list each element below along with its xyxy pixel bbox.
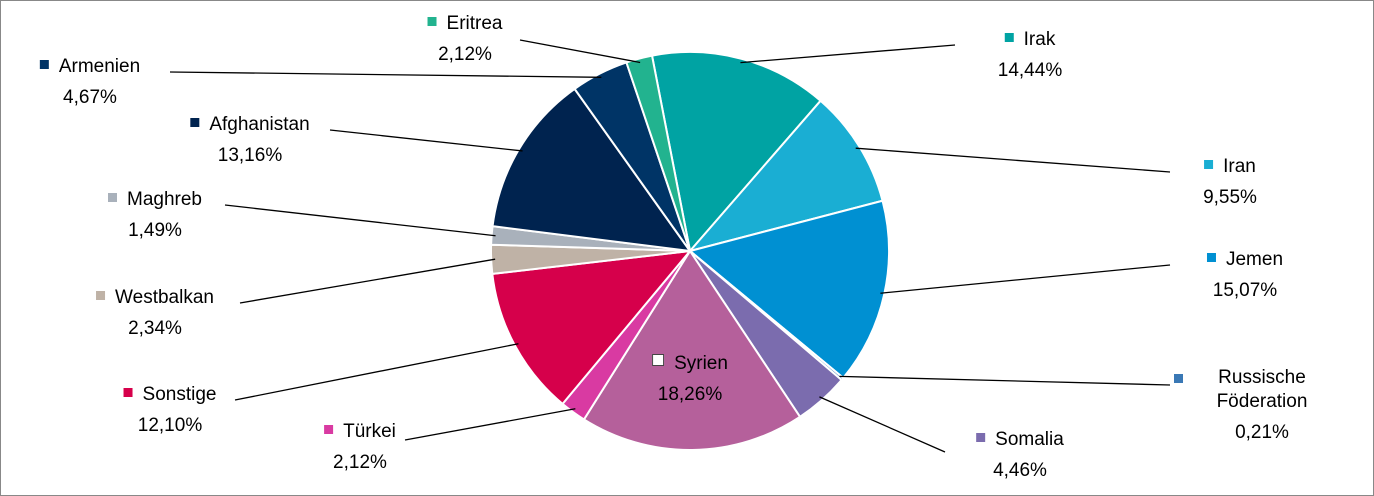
percent-label: 9,55% (1203, 187, 1257, 208)
leader-line (519, 39, 641, 64)
label-key (123, 388, 133, 397)
leader-line (839, 375, 1171, 386)
category-name: Westbalkan (115, 287, 214, 308)
pie-slice (582, 249, 802, 451)
leader-line (234, 343, 519, 401)
label-name-line: Jemen (1206, 248, 1284, 272)
leader-line (239, 258, 496, 304)
category-name: Sonstige (142, 384, 217, 405)
percent-label: 14,44% (997, 60, 1063, 81)
label-key (1004, 33, 1014, 42)
percent-label: 13,16% (217, 145, 283, 166)
percent-label: 12,10% (137, 415, 203, 436)
leader-line (329, 129, 523, 152)
leader-line (819, 396, 946, 453)
label-name-line: Iran (1203, 155, 1257, 179)
label-name-line: Türkei (324, 420, 396, 444)
label-key (976, 433, 986, 442)
data-label: Armenien 4,67% (39, 55, 141, 110)
category-name: Maghreb (127, 189, 202, 210)
label-name-line: Russische Föderation (1202, 366, 1322, 414)
category-name: Syrien (674, 353, 728, 374)
category-name: Jemen (1225, 249, 1284, 270)
label-key (96, 291, 106, 300)
data-label: Türkei 2,12% (324, 420, 396, 475)
category-name: Türkei (343, 421, 396, 442)
category-name: Iran (1223, 156, 1256, 177)
pie-slice (625, 54, 691, 252)
percent-label: 4,46% (993, 460, 1047, 481)
percent-label: 0,21% (1235, 422, 1289, 443)
data-label: Maghreb 1,49% (108, 188, 202, 243)
pie-slice (491, 249, 693, 406)
data-label: Syrien 18,26% (652, 352, 728, 407)
percent-label: 1,49% (128, 220, 182, 241)
pie-slice (687, 99, 884, 253)
data-label: Iran 9,55% (1203, 155, 1257, 210)
label-key (39, 60, 49, 69)
label-name-line: Westbalkan (96, 286, 214, 310)
category-name: Russische Föderation (1216, 367, 1308, 412)
label-name-line: Maghreb (108, 188, 202, 212)
label-key (324, 425, 334, 434)
label-name-line: Somalia (976, 428, 1064, 452)
data-label: Jemen 15,07% (1206, 248, 1284, 303)
data-label: Eritrea 2,12% (427, 12, 503, 67)
leader-line (404, 408, 576, 441)
data-label: Afghanistan 13,16% (190, 113, 310, 168)
category-name: Eritrea (446, 13, 503, 34)
label-name-line: Afghanistan (190, 113, 310, 137)
leader-line (740, 44, 956, 64)
label-key (190, 118, 200, 127)
label-name-line: Eritrea (427, 12, 503, 36)
percent-label: 2,12% (438, 44, 492, 65)
pie-slice (650, 51, 822, 254)
label-key (1204, 160, 1214, 169)
category-name: Afghanistan (209, 114, 310, 135)
leader-line (169, 71, 602, 78)
label-key (1206, 253, 1216, 262)
category-name: Armenien (58, 56, 141, 77)
pie-slice (687, 199, 890, 380)
percent-label: 18,26% (657, 384, 723, 405)
label-name-line: Sonstige (123, 383, 217, 407)
leader-line (224, 204, 496, 237)
percent-label: 2,12% (333, 452, 387, 473)
category-name: Somalia (995, 429, 1064, 450)
percent-label: 4,67% (63, 87, 117, 108)
leader-line (855, 147, 1171, 173)
label-key (108, 193, 117, 202)
category-name: Irak (1023, 29, 1056, 50)
data-label: Sonstige 12,10% (123, 383, 217, 438)
leader-line (880, 264, 1171, 294)
label-key (1174, 374, 1183, 383)
pie-slice (491, 87, 693, 253)
label-key (427, 17, 437, 26)
data-label: Westbalkan 2,34% (96, 286, 214, 341)
percent-label: 15,07% (1212, 280, 1278, 301)
data-label: Somalia 4,46% (976, 428, 1064, 483)
label-key (652, 354, 665, 366)
label-name-line: Irak (998, 28, 1062, 52)
data-label: Irak 14,44% (998, 28, 1062, 83)
data-label: Russische Föderation 0,21% (1174, 366, 1322, 445)
percent-label: 2,34% (128, 318, 182, 339)
label-name-line: Armenien (39, 55, 141, 79)
label-name-line: Syrien (652, 352, 728, 376)
